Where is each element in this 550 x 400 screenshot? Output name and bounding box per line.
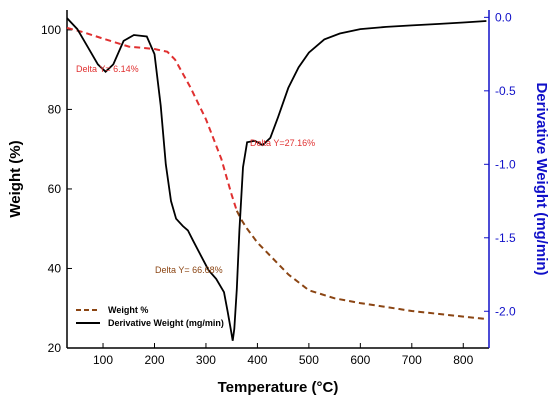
x-tick-label: 200: [144, 353, 164, 367]
left-y-tick-label: 80: [48, 102, 62, 116]
series-layer: [66, 17, 487, 341]
left-y-tick-label: 100: [41, 23, 61, 37]
left-y-tick-label: 20: [48, 341, 62, 355]
right-y-tick-label: -1.0: [495, 157, 516, 171]
x-tick-label: 400: [247, 353, 267, 367]
right-y-axis-title: Derivative Weight (mg/min): [533, 82, 550, 275]
weight-curve-late: [235, 210, 487, 320]
derivative-curve: [66, 17, 487, 341]
left-y-ticks: 20 40 60 80 100: [41, 23, 72, 355]
weight-curve-early: [66, 26, 238, 212]
right-y-tick-label: 0.0: [495, 10, 512, 24]
legend-label-weight: Weight %: [108, 305, 148, 315]
left-y-tick-label: 60: [48, 182, 62, 196]
right-y-tick-label: -0.5: [495, 84, 516, 98]
x-ticks: 100 200 300 400 500 600 700 800: [93, 343, 474, 367]
x-axis-title: Temperature (°C): [218, 379, 339, 396]
x-tick-label: 600: [350, 353, 370, 367]
annotation-delta-1: Delta Y= 6.14%: [76, 64, 139, 74]
x-tick-label: 800: [453, 353, 473, 367]
left-y-axis-title: Weight (%): [7, 140, 24, 217]
annotation-delta-3: Delta Y= 66.68%: [155, 265, 223, 275]
x-tick-label: 500: [299, 353, 319, 367]
right-y-tick-label: -2.0: [495, 304, 516, 318]
x-tick-label: 100: [93, 353, 113, 367]
x-tick-label: 700: [402, 353, 422, 367]
legend-label-derivative: Derivative Weight (mg/min): [108, 318, 224, 328]
right-y-ticks: 0.0 -0.5 -1.0 -1.5 -2.0: [484, 10, 516, 318]
right-y-tick-label: -1.5: [495, 231, 516, 245]
left-y-tick-label: 40: [48, 261, 62, 275]
legend: Weight % Derivative Weight (mg/min): [76, 305, 224, 328]
annotation-delta-2: Delta Y=27.16%: [250, 138, 315, 148]
x-tick-label: 300: [196, 353, 216, 367]
